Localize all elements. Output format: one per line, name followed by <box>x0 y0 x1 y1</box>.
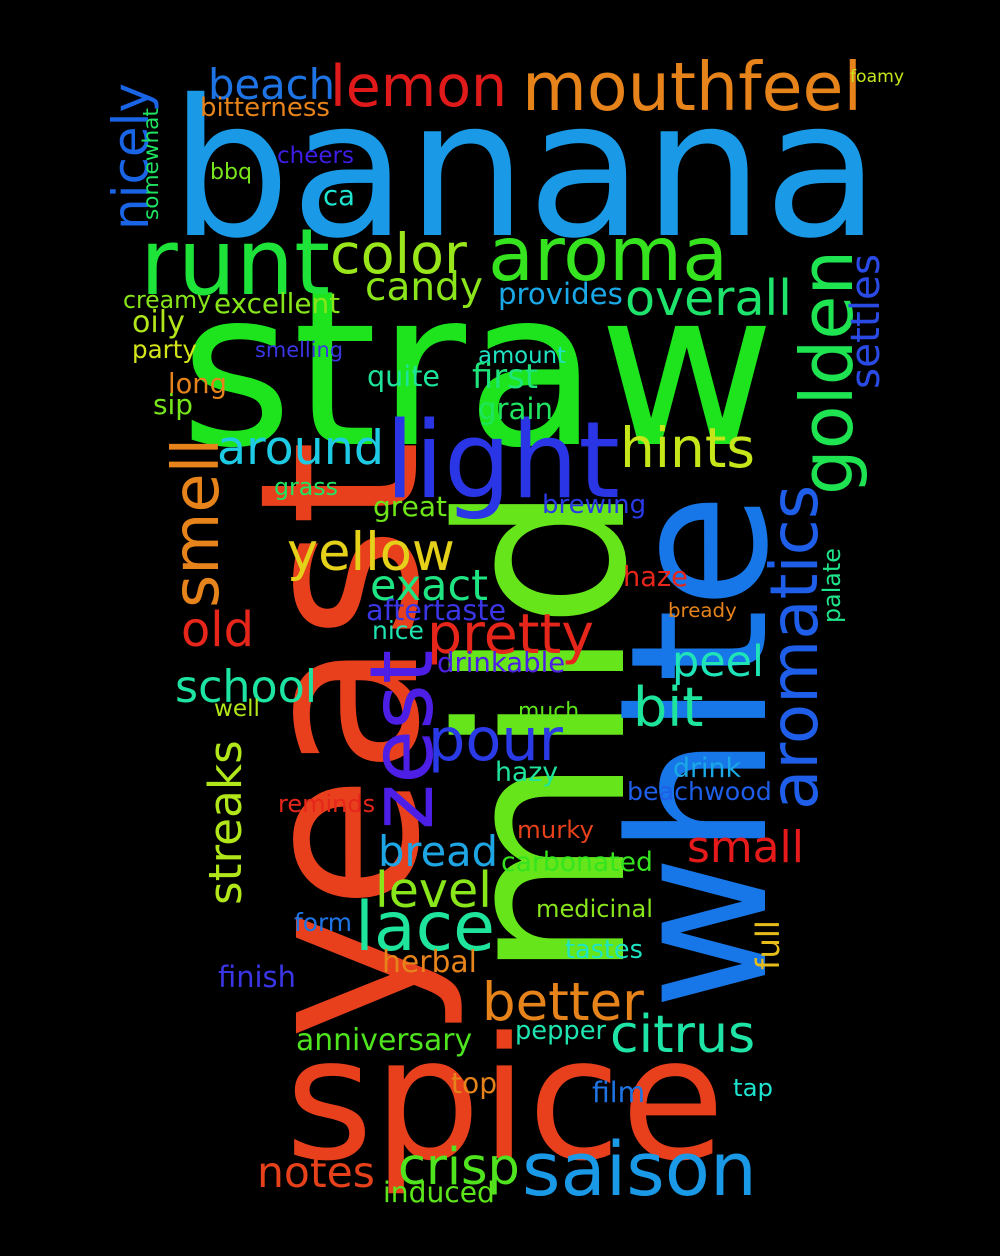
word-grain: grain <box>478 392 554 426</box>
word-brewing: brewing <box>542 490 647 520</box>
word-level: level <box>375 861 492 919</box>
word-great: great <box>373 490 448 523</box>
word-streaks: streaks <box>199 740 252 905</box>
word-excellent: excellent <box>214 287 341 320</box>
word-induced: induced <box>383 1176 495 1209</box>
word-saison: saison <box>522 1127 757 1213</box>
word-spice: spice <box>285 1001 725 1198</box>
word-herbal: herbal <box>382 945 477 980</box>
word-film: film <box>592 1076 646 1109</box>
word-oily: oily <box>132 305 185 340</box>
word-bit: bit <box>633 676 704 739</box>
word-crisp: crisp <box>398 1138 520 1197</box>
word-top: top <box>451 1067 498 1100</box>
word-hints: hints <box>620 416 755 480</box>
word-reminds: reminds <box>278 790 376 818</box>
word-somewhat: somewhat <box>139 108 164 220</box>
word-drink: drink <box>673 753 741 784</box>
word-bread: bread <box>378 827 499 876</box>
word-better: better <box>482 972 644 1033</box>
word-notes: notes <box>257 1149 375 1198</box>
word-much: much <box>518 699 580 724</box>
word-haze: haze <box>623 562 688 593</box>
word-drinkable: drinkable <box>437 647 566 679</box>
word-anniversary: anniversary <box>296 1023 473 1058</box>
word-light: light <box>385 399 620 522</box>
word-long: long <box>168 369 227 400</box>
word-sip: sip <box>153 388 193 421</box>
word-settles: settles <box>841 253 889 389</box>
word-peel: peel <box>672 637 764 687</box>
word-overall: overall <box>625 269 792 327</box>
word-around: around <box>217 421 385 476</box>
word-bitterness: bitterness <box>200 93 330 123</box>
word-candy: candy <box>365 265 483 310</box>
word-bbq: bbq <box>210 159 253 185</box>
word-carbonated: carbonated <box>501 847 653 878</box>
word-bready: bready <box>668 599 737 622</box>
word-pepper: pepper <box>515 1016 607 1046</box>
word-banana: banana <box>170 59 880 280</box>
word-small: small <box>687 822 804 873</box>
word-aromatics: aromatics <box>756 484 833 810</box>
word-cheers: cheers <box>277 143 354 169</box>
word-lemon: lemon <box>330 54 508 120</box>
word-citrus: citrus <box>610 1005 756 1065</box>
word-zest: zest <box>351 649 453 830</box>
word-foamy: foamy <box>850 67 905 87</box>
word-full: full <box>749 920 787 970</box>
word-school: school <box>175 662 318 713</box>
word-first: first <box>472 357 539 396</box>
word-straw: straw <box>180 244 776 495</box>
word-aftertaste: aftertaste <box>366 593 507 627</box>
word-amount: amount <box>478 343 566 369</box>
word-grass: grass <box>274 473 338 501</box>
word-tap: tap <box>733 1073 773 1102</box>
word-yellow: yellow <box>287 522 455 583</box>
word-finish: finish <box>218 960 296 994</box>
word-beachwood: beachwood <box>627 777 772 806</box>
word-lace: lace <box>355 888 495 967</box>
word-pretty: pretty <box>427 603 595 667</box>
word-pour: pour <box>428 705 563 774</box>
word-ca: ca <box>323 180 355 212</box>
word-beach: beach <box>208 60 335 109</box>
word-nice: nice <box>372 616 424 645</box>
word-medicinal: medicinal <box>536 895 653 923</box>
word-hazy: hazy <box>495 757 559 788</box>
word-exact: exact <box>370 561 488 611</box>
word-tastes: tastes <box>565 935 643 965</box>
word-form: form <box>294 908 353 937</box>
word-murky: murky <box>517 815 594 844</box>
word-provides: provides <box>498 277 623 311</box>
word-party: party <box>132 335 197 364</box>
word-mouthfeel: mouthfeel <box>522 48 863 126</box>
word-creamy: creamy <box>123 286 212 314</box>
word-well: well <box>214 696 260 722</box>
word-quite: quite <box>367 359 441 393</box>
word-old: old <box>181 603 255 658</box>
word-aroma: aroma <box>488 210 729 298</box>
word-smelling: smelling <box>255 338 343 362</box>
word-runt: runt <box>140 209 331 316</box>
word-color: color <box>330 222 467 287</box>
word-palate: palate <box>818 548 846 623</box>
